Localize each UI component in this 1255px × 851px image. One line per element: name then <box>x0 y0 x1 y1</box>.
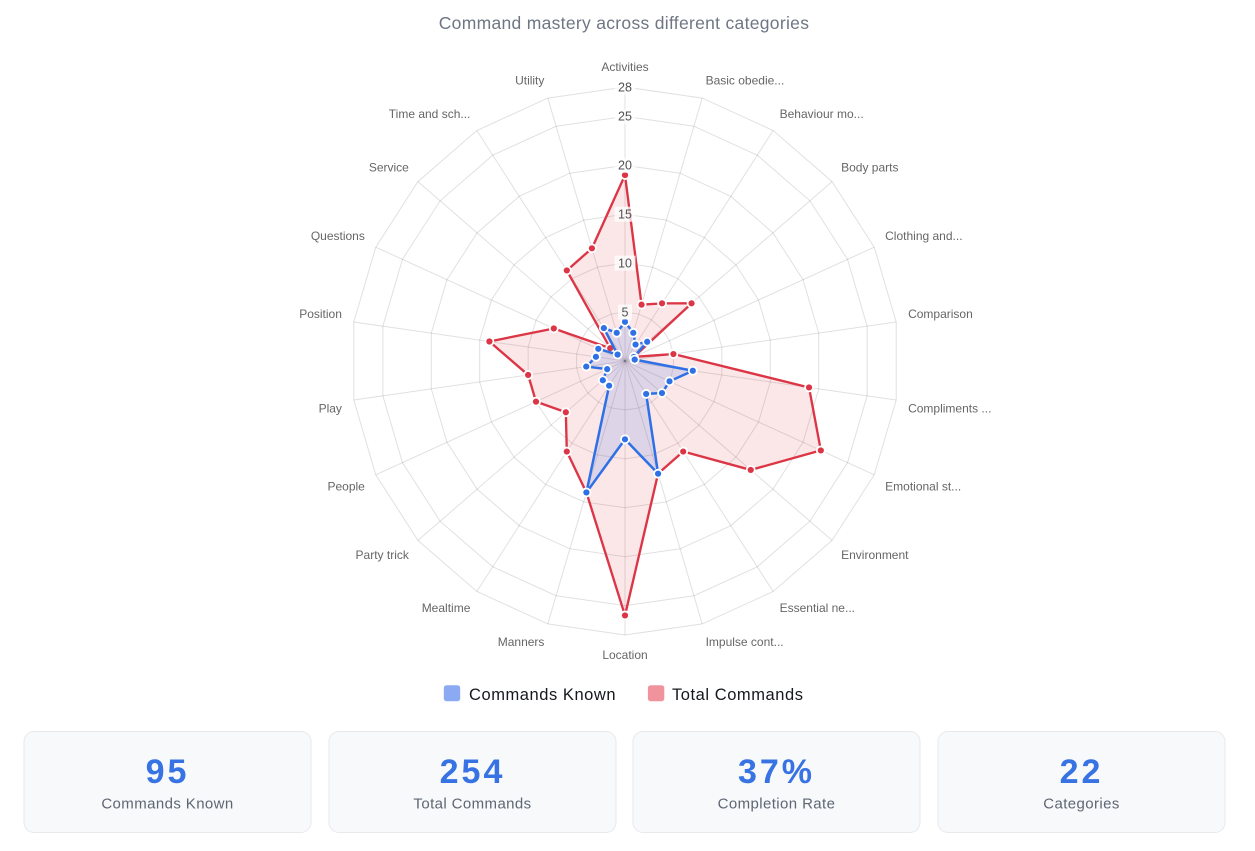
svg-text:Clothing and...: Clothing and... <box>885 229 962 243</box>
svg-text:Behaviour mo...: Behaviour mo... <box>780 107 864 121</box>
svg-text:22: 22 <box>1060 753 1104 791</box>
svg-text:254: 254 <box>440 753 506 791</box>
svg-text:Environment: Environment <box>841 548 909 562</box>
svg-text:Questions: Questions <box>311 229 365 243</box>
svg-text:Basic obedie...: Basic obedie... <box>706 73 785 87</box>
svg-text:20: 20 <box>618 159 632 173</box>
svg-text:People: People <box>327 479 365 493</box>
svg-text:Total Commands: Total Commands <box>413 796 531 813</box>
svg-text:Commands Known: Commands Known <box>101 796 233 813</box>
svg-text:37%: 37% <box>738 753 815 791</box>
svg-text:Total Commands: Total Commands <box>672 686 804 704</box>
svg-text:Manners: Manners <box>498 635 545 649</box>
svg-text:Categories: Categories <box>1043 796 1120 813</box>
svg-text:Commands Known: Commands Known <box>469 686 616 704</box>
svg-text:Impulse cont...: Impulse cont... <box>706 635 784 649</box>
svg-text:28: 28 <box>618 80 632 94</box>
svg-text:5: 5 <box>622 305 629 319</box>
svg-text:Completion Rate: Completion Rate <box>718 796 836 813</box>
svg-text:Comparison: Comparison <box>908 307 973 321</box>
svg-text:Command mastery across differe: Command mastery across different categor… <box>439 13 810 33</box>
svg-text:Party trick: Party trick <box>356 548 410 562</box>
svg-text:Service: Service <box>369 161 409 175</box>
svg-text:Compliments ...: Compliments ... <box>908 401 991 415</box>
svg-text:10: 10 <box>618 256 632 270</box>
svg-text:Body parts: Body parts <box>841 161 898 175</box>
svg-text:15: 15 <box>618 208 632 222</box>
svg-text:Play: Play <box>319 401 342 415</box>
svg-text:Activities: Activities <box>601 60 648 74</box>
svg-text:Essential ne...: Essential ne... <box>780 601 855 615</box>
svg-text:25: 25 <box>618 110 632 124</box>
svg-text:Mealtime: Mealtime <box>422 601 471 615</box>
svg-text:Time and sch...: Time and sch... <box>389 107 471 121</box>
svg-text:95: 95 <box>146 753 190 791</box>
svg-text:Location: Location <box>602 648 647 662</box>
svg-text:Emotional st...: Emotional st... <box>885 479 961 493</box>
svg-text:Position: Position <box>299 307 342 321</box>
svg-text:Utility: Utility <box>515 73 544 87</box>
